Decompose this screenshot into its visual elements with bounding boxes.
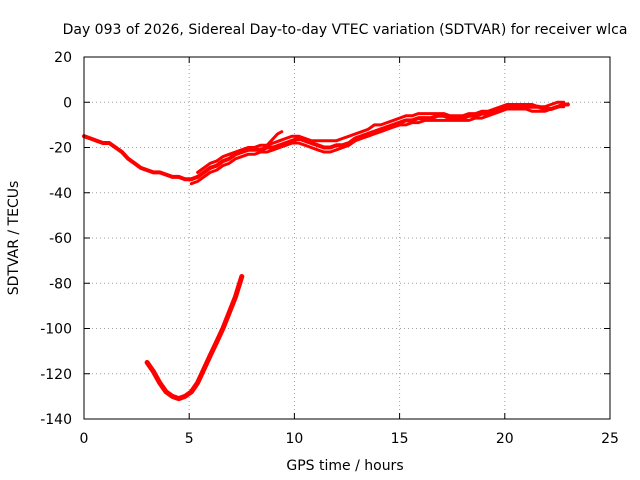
- series-spike-near-9h: [263, 130, 284, 149]
- y-tick-label: -140: [40, 412, 72, 428]
- x-tick-label: 25: [601, 431, 619, 447]
- series-deep-dip-trace: [144, 274, 245, 402]
- series-layer: [82, 100, 570, 402]
- x-tick-label: 0: [80, 431, 89, 447]
- y-tick-labels: -140 -120 -100 -80 -60 -40 -20 0 20: [40, 50, 72, 428]
- x-tick-labels: 0 5 10 15 20 25: [80, 431, 619, 447]
- chart-title: Day 093 of 2026, Sidereal Day-to-day VTE…: [63, 22, 628, 38]
- x-tick-label: 20: [496, 431, 514, 447]
- series-main-trace-upper: [196, 100, 566, 174]
- y-tick-label: -100: [40, 322, 72, 338]
- series-main-trace: [82, 102, 570, 182]
- y-tick-label: -60: [49, 231, 72, 247]
- y-tick-label: -20: [49, 141, 72, 157]
- x-tick-label: 15: [391, 431, 409, 447]
- y-axis-title: SDTVAR / TECUs: [6, 181, 22, 296]
- y-tick-label: 20: [54, 50, 72, 66]
- y-tick-label: 0: [63, 95, 72, 111]
- axis-ticks: [83, 56, 611, 420]
- x-tick-label: 10: [285, 431, 303, 447]
- y-tick-label: -120: [40, 367, 72, 383]
- y-tick-label: -80: [49, 276, 72, 292]
- x-tick-label: 5: [185, 431, 194, 447]
- y-tick-label: -40: [49, 186, 72, 202]
- series-main-trace-lower: [189, 105, 566, 186]
- x-axis-title: GPS time / hours: [286, 458, 403, 474]
